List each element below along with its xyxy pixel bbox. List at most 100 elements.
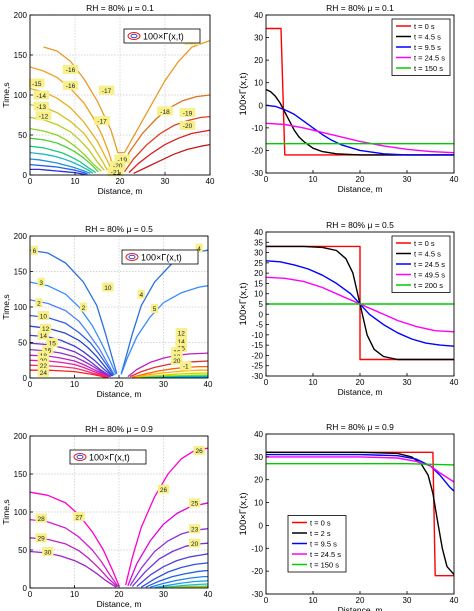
contour-line	[30, 137, 99, 173]
y-tick-label: -10	[251, 331, 263, 340]
legend-label: t = 200 s	[414, 281, 443, 290]
y-tick-label: 20	[254, 476, 263, 485]
data-layer	[30, 39, 210, 175]
contour-label-box	[109, 160, 126, 170]
x-tick-label: 40	[206, 177, 215, 186]
series-line	[266, 463, 454, 466]
series-line	[266, 104, 454, 156]
contour-label-box	[28, 78, 45, 88]
contour-label-box	[195, 243, 203, 253]
contour-label-box	[37, 277, 45, 287]
legend-label: t = 150 s	[414, 64, 443, 73]
legend-contour-icon-inner	[130, 33, 138, 39]
contour-line	[127, 352, 208, 378]
contour-label: -18	[160, 109, 170, 116]
y-axis-label: 100×Γ(x,t)	[238, 73, 249, 116]
contour-label: 3	[39, 280, 43, 287]
y-tick-label: 200	[14, 432, 28, 441]
y-axis-label: 100×Γ(x,t)	[238, 283, 249, 326]
y-tick-label: 0	[23, 374, 28, 383]
x-tick-label: 0	[264, 596, 269, 605]
y-tick-label: 10	[254, 290, 263, 299]
x-tick-label: 20	[356, 596, 365, 605]
y-tick-label: 100	[14, 508, 28, 517]
contour-line	[30, 281, 117, 375]
contour-label-box	[188, 538, 201, 548]
legend-label: t = 0 s	[310, 519, 331, 528]
contour-label: 10	[40, 313, 48, 320]
contour-label-box	[42, 547, 54, 557]
contour-line	[30, 163, 88, 175]
legend-contour-icon	[125, 253, 139, 261]
chart-title: RH = 80% μ = 0.9	[326, 422, 394, 432]
contour-label: -15	[32, 81, 42, 88]
x-tick-label: 40	[204, 590, 213, 599]
contour-line	[30, 518, 119, 587]
legend-contour-icon	[73, 453, 87, 461]
y-tick-label: 5	[259, 300, 264, 309]
y-tick-label: 50	[18, 339, 27, 348]
legend-label: t = 150 s	[310, 561, 339, 570]
y-tick-label: 20	[254, 269, 263, 278]
contour-label-box	[30, 245, 39, 255]
y-tick-label: -10	[251, 544, 263, 553]
y-tick-label: 25	[254, 259, 263, 268]
contour-label: -17	[97, 118, 107, 125]
series-line	[266, 453, 454, 492]
contour-line	[30, 158, 91, 175]
contour-line	[30, 537, 118, 587]
data-layer	[266, 451, 454, 577]
contour-line	[30, 359, 109, 378]
legend-label: t = 0 s	[414, 22, 435, 31]
x-tick-label: 40	[450, 175, 459, 184]
data-layer	[266, 245, 454, 361]
series-line	[266, 122, 454, 154]
y-tick-label: 150	[14, 470, 28, 479]
x-tick-label: 20	[116, 177, 125, 186]
contour-label: 22	[40, 363, 48, 370]
contour-line	[30, 364, 108, 378]
contour-label-box	[171, 355, 183, 365]
contour-line	[30, 249, 118, 374]
data-layer	[266, 27, 454, 156]
x-tick-label: 30	[159, 380, 168, 389]
contour-label: 15	[49, 340, 57, 347]
legend-contour-icon-inner	[128, 254, 136, 260]
y-tick-label: 10	[254, 79, 263, 88]
x-tick-label: 0	[28, 590, 33, 599]
x-tick-label: 0	[264, 378, 269, 387]
y-tick-label: 40	[254, 430, 263, 439]
contour-label: 26	[160, 487, 168, 494]
contour-label-box	[37, 360, 50, 370]
contour-label-box	[151, 303, 159, 313]
y-tick-label: -20	[251, 146, 263, 155]
contour-label-box	[114, 154, 131, 164]
x-tick-label: 30	[161, 177, 170, 186]
legend-label: t = 4.5 s	[414, 33, 441, 42]
contour-label-box	[107, 167, 124, 177]
contour-line	[129, 360, 208, 378]
y-tick-label: 0	[23, 171, 28, 180]
contour-label: -20	[113, 163, 123, 170]
contour-line	[30, 354, 110, 378]
contour-label: -19	[183, 110, 193, 117]
contour-label-box	[102, 282, 114, 292]
y-tick-label: 200	[14, 232, 28, 241]
chart-title: RH = 80% μ = 0.1	[86, 3, 154, 13]
contour-line	[136, 553, 208, 587]
legend-box	[123, 28, 201, 44]
x-axis-label: Distance, m	[98, 186, 143, 196]
contour-label: 2	[82, 305, 86, 312]
contour-label-box	[62, 64, 79, 74]
contour-label-box	[37, 330, 50, 340]
x-axis-label: Distance, m	[97, 599, 142, 609]
contour-line	[30, 299, 116, 376]
contour-line	[30, 168, 86, 175]
contour-label: -20	[183, 123, 193, 130]
x-tick-label: 10	[71, 177, 80, 186]
contour-label: 2	[37, 301, 41, 308]
legend-label: t = 49.5 s	[414, 271, 445, 280]
y-axis-label: Time,s	[1, 82, 11, 107]
